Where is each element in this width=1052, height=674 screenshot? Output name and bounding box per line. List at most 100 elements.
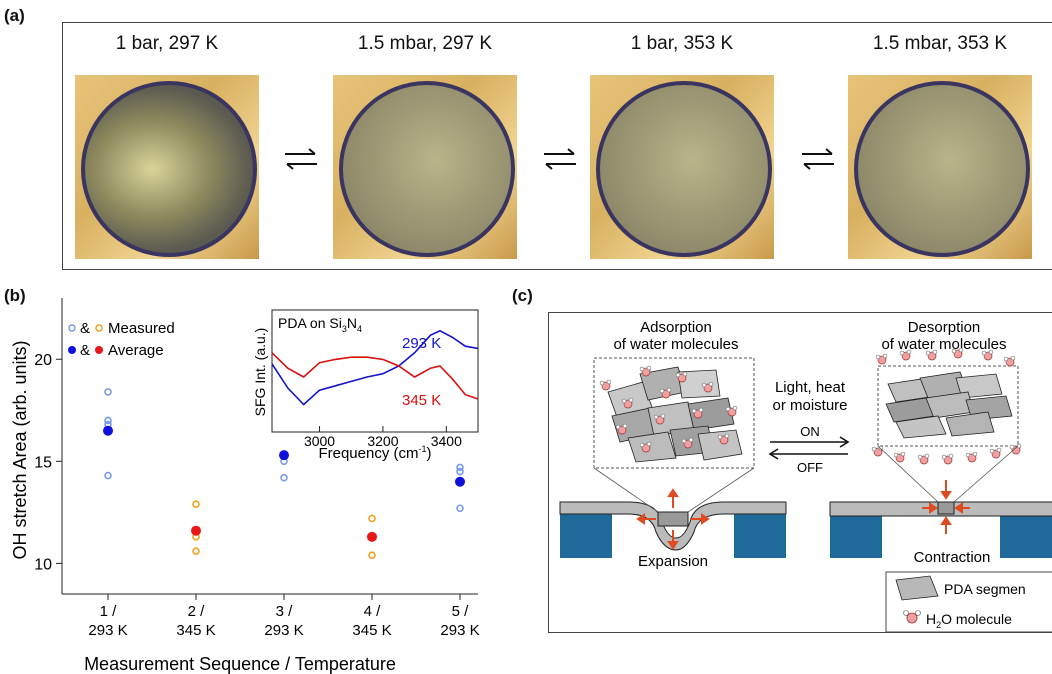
- y-tick-label: 10: [34, 556, 52, 573]
- desorption-zoom-box: [877, 365, 1019, 447]
- pda-segment-icon: [895, 575, 939, 601]
- adsorption-title: Adsorption: [640, 319, 712, 336]
- inset-x-tick-label: 3200: [367, 433, 398, 449]
- h2o-molecule-icon: [691, 407, 704, 419]
- h2o-molecule-icon: [871, 445, 884, 457]
- x-tick-label: 2 /: [188, 603, 206, 620]
- inset-x-tick-label: 3000: [304, 433, 335, 449]
- h2o-molecule-icon: [925, 349, 938, 361]
- substrate-left-1: [560, 512, 612, 558]
- legend-measured-orange-marker: [95, 324, 103, 332]
- schematic-c: Adsorption of water molecules Desorption…: [548, 312, 1052, 633]
- measured-point: [104, 471, 112, 480]
- expansion-label: Expansion: [638, 553, 708, 570]
- substrate-right-2: [1000, 516, 1052, 558]
- legend-average-red-marker: [95, 346, 103, 354]
- membrane-expanded: [559, 501, 787, 551]
- focus-square-left: [657, 511, 689, 527]
- inset-chart: PDA on Si3N4 293 K 345 K SFG Int. (a.u.)…: [252, 309, 479, 462]
- h2o-molecule-icon: [717, 433, 730, 445]
- contraction-arrows-icon: [922, 480, 970, 534]
- off-label: OFF: [797, 460, 823, 475]
- h2o-molecule-icon: [893, 451, 906, 463]
- h2o-molecule-icon: [903, 610, 921, 624]
- measured-point: [368, 514, 376, 523]
- measured-point: [456, 504, 464, 513]
- h2o-molecule-icon: [899, 349, 912, 361]
- x-tick-label: 5 /: [452, 603, 470, 620]
- h2o-molecule-icon: [639, 365, 652, 377]
- membrane-photo-2: [333, 75, 517, 259]
- inset-label-293: 293 K: [402, 335, 441, 352]
- adsorption-zoom-box: [593, 357, 755, 469]
- y-tick-label: 15: [34, 454, 52, 471]
- h2o-molecule-icon: [621, 397, 634, 409]
- x-tick-label: 345 K: [352, 622, 391, 639]
- x-tick-label: 4 /: [364, 603, 382, 620]
- legend-average-label: Average: [108, 342, 164, 359]
- membrane-photo-4: [848, 75, 1032, 259]
- on-label: ON: [800, 424, 820, 439]
- inset-x-tick-label: 3400: [431, 433, 462, 449]
- measured-point: [456, 463, 464, 472]
- legend-amp-1: &: [80, 320, 90, 337]
- reversible-arrows-icon: [802, 148, 834, 170]
- membrane-photo-1: [75, 75, 259, 259]
- y-tick-label: 20: [34, 352, 52, 369]
- average-point: [367, 531, 377, 542]
- h2o-molecule-icon: [965, 451, 978, 463]
- stimulus-line1: Light, heat: [775, 379, 846, 396]
- reversible-arrows-icon: [544, 148, 576, 170]
- x-tick-label: 293 K: [264, 622, 303, 639]
- h2o-molecule-icon: [659, 387, 672, 399]
- desorption-subtitle: of water molecules: [881, 336, 1006, 353]
- chart-b: OH stretch Area (arb. units) 10 15 20 1 / 2…: [10, 298, 480, 674]
- photo-caption-3: 1 bar, 353 K: [630, 33, 734, 54]
- legend-pda-label: PDA segmen: [944, 581, 1026, 597]
- inset-x-label: Frequency (cm-1): [318, 444, 431, 462]
- membrane-photo-3: [590, 75, 774, 259]
- h2o-molecule-icon: [875, 353, 888, 365]
- photo-caption-4: 1.5 mbar, 353 K: [872, 33, 1008, 54]
- measured-point: [280, 473, 288, 482]
- average-point: [455, 476, 465, 487]
- photo-caption-2: 1.5 mbar, 297 K: [357, 33, 493, 54]
- inset-title: PDA on Si3N4: [278, 315, 362, 334]
- reversible-arrows-icon: [285, 148, 317, 170]
- h2o-molecule-icon: [1009, 443, 1022, 455]
- focus-square-right: [937, 501, 955, 515]
- average-point: [103, 425, 113, 436]
- h2o-molecule-icon: [989, 447, 1002, 459]
- h2o-molecule-icon: [681, 437, 694, 449]
- panel-c-label: (c): [512, 286, 533, 305]
- legend-h2o-label: H2O molecule: [926, 611, 1012, 630]
- x-tick-label: 293 K: [440, 622, 479, 639]
- contraction-label: Contraction: [914, 549, 991, 566]
- legend-average-blue-marker: [68, 346, 76, 354]
- panel-a-label: (a): [4, 6, 25, 25]
- h2o-molecule-icon: [599, 379, 612, 391]
- average-point: [191, 525, 201, 536]
- h2o-molecule-icon: [725, 405, 738, 417]
- x-tick-label: 3 /: [276, 603, 294, 620]
- h2o-molecule-icon: [615, 423, 628, 435]
- desorption-title: Desorption: [908, 319, 981, 336]
- inset-y-label: SFG Int. (a.u.): [252, 328, 268, 417]
- x-tick-label: 293 K: [88, 622, 127, 639]
- pda-segments-right: [885, 371, 1013, 439]
- adsorption-subtitle: of water molecules: [613, 336, 738, 353]
- panel-a-frame: [62, 22, 1052, 270]
- expansion-arrows-icon: [636, 488, 710, 550]
- legend-measured-blue-marker: [68, 324, 76, 332]
- measured-point: [192, 547, 200, 555]
- measured-point: [192, 500, 200, 508]
- measured-point: [104, 416, 112, 425]
- h2o-molecule-icon: [1003, 355, 1016, 367]
- measured-point: [104, 388, 112, 396]
- photo-caption-1: 1 bar, 297 K: [115, 33, 219, 54]
- inset-label-345: 345 K: [402, 392, 441, 409]
- h2o-molecule-icon: [639, 441, 652, 453]
- legend-amp-2: &: [80, 342, 90, 359]
- substrate-right-1: [830, 516, 882, 558]
- legend-measured-label: Measured: [108, 320, 175, 337]
